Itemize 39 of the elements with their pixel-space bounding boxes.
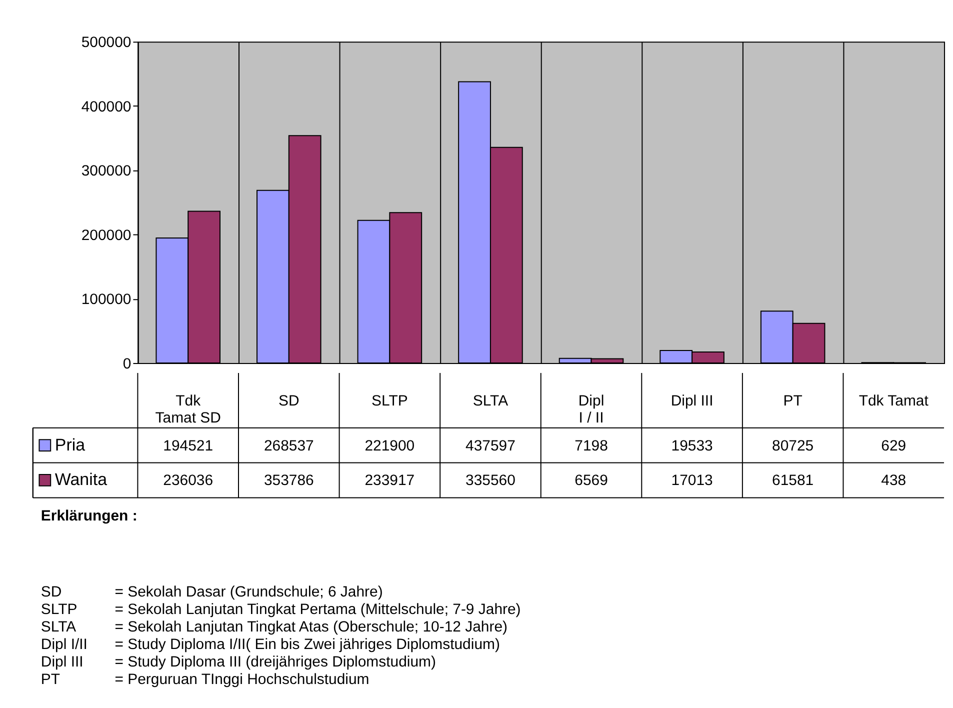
y-tick-label: 200000 — [81, 226, 132, 244]
data-label: 19533 — [671, 437, 713, 454]
data-label: 437597 — [466, 437, 516, 454]
data-label: 61581 — [772, 472, 814, 490]
data-label: 268537 — [264, 437, 314, 454]
legend-label: Wanita — [54, 470, 108, 490]
x-tick-label: SLTA — [472, 392, 508, 410]
text: Dipl III = Study Diploma III (dreijähriges Diplomstudium) — [40, 653, 436, 670]
text: Erklärungen : — [40, 508, 138, 525]
text: Dipl I/II = Study Diploma I/II( Ein bis Zwei jähriges Diplomstudium) — [40, 636, 500, 653]
legend-label: Pria — [54, 435, 86, 454]
data-label: 194521 — [163, 437, 214, 454]
data-label: 17013 — [671, 472, 713, 490]
data-label: 438 — [881, 472, 906, 490]
x-tick-label: Dipl III — [670, 392, 714, 410]
data-label: 353786 — [264, 472, 314, 490]
y-tick-label: 500000 — [81, 34, 132, 52]
data-label: 236036 — [163, 472, 214, 490]
data-label: 80725 — [772, 437, 814, 454]
x-tick-label: SD — [278, 392, 300, 410]
data-label: 6569 — [574, 472, 608, 490]
text: PT = Perguruan TInggi Hochschulstudium — [40, 670, 370, 688]
text: SLTA = Sekolah Lanjutan Tingkat Atas (Oberschule; 10-12 Jahre) — [40, 618, 508, 636]
data-label: 629 — [881, 437, 906, 454]
text: SD = Sekolah Dasar (Grundschule; 6 Jahre) — [40, 584, 383, 601]
text: SLTP = Sekolah Lanjutan Tingkat Pertama (Mittelschule; 7-9 Jahre) — [40, 600, 521, 618]
x-tick-label: Dipl I / II — [578, 392, 604, 426]
x-tick-label: Tdk Tamat SD — [155, 392, 222, 426]
y-tick-label: 300000 — [81, 162, 132, 180]
data-label: 221900 — [364, 437, 415, 454]
data-label: 335560 — [466, 472, 516, 490]
x-tick-label: Tdk Tamat — [858, 392, 930, 410]
x-tick-label: SLTP — [372, 392, 408, 410]
data-label: 7198 — [574, 437, 608, 454]
data-label: 233917 — [364, 472, 415, 490]
y-tick-label: 0 — [122, 355, 132, 372]
x-tick-label: PT — [783, 392, 802, 410]
y-tick-label: 400000 — [81, 98, 132, 116]
y-tick-label: 100000 — [81, 291, 132, 308]
